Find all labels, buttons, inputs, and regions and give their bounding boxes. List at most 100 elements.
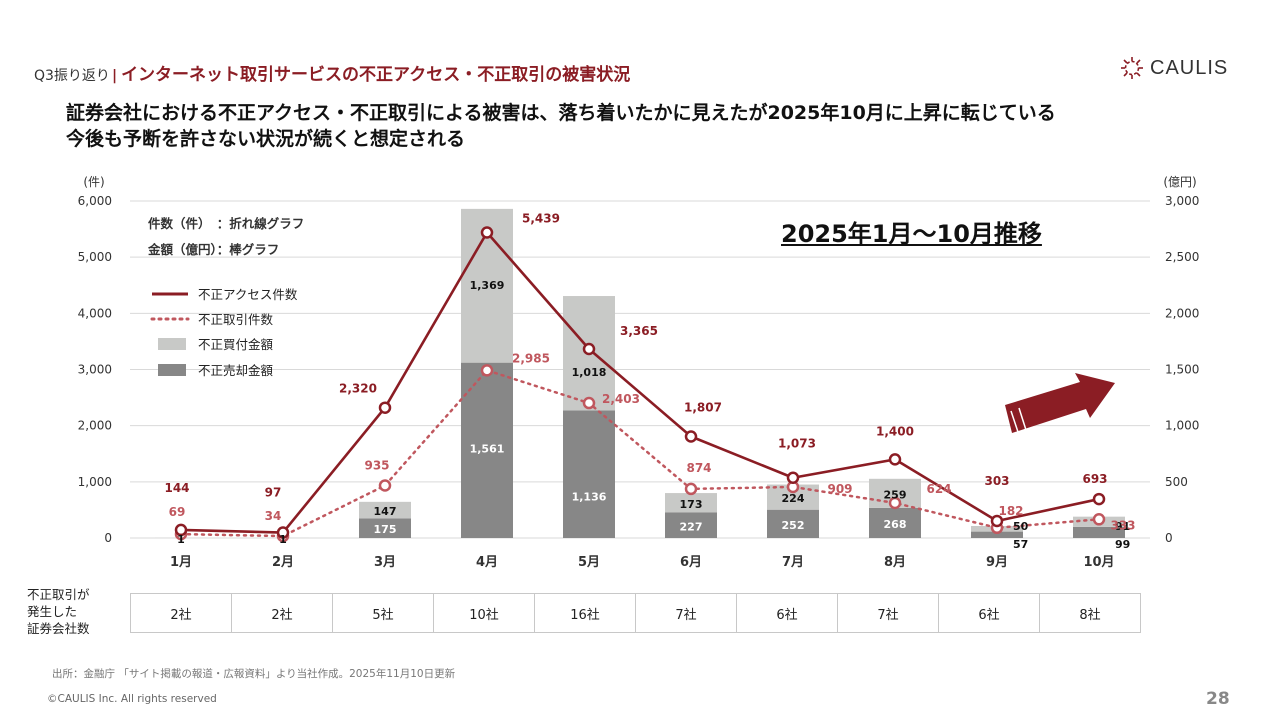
line-label-access: 303: [984, 474, 1009, 488]
line-label-trade: 909: [827, 482, 852, 496]
x-axis-category-label: 10月: [1083, 555, 1114, 570]
left-axis-tick-label: 5,000: [78, 250, 112, 264]
right-axis-tick-label: 1,500: [1165, 363, 1199, 377]
right-axis-tick-label: 3,000: [1165, 194, 1199, 208]
right-axis-tick-label: 500: [1165, 475, 1188, 489]
right-axis-tick-label: 2,500: [1165, 250, 1199, 264]
page-number: 28: [1206, 689, 1230, 709]
legend-label-buy: 不正買付金額: [198, 337, 274, 352]
table-cell: 10社: [433, 593, 535, 633]
bar-segment-sell: [971, 531, 1023, 538]
row-label-line: 発生した: [27, 604, 78, 619]
point-access: [786, 471, 800, 484]
right-axis-tick-label: 0: [1165, 531, 1173, 545]
point-access: [480, 226, 494, 239]
left-axis-tick-label: 0: [104, 531, 112, 545]
chart-gridlines: [130, 200, 1150, 539]
point-access: [990, 514, 1004, 528]
x-axis-category-label: 9月: [986, 555, 1008, 570]
bar-segment-sell: [665, 512, 717, 538]
table-cell: 7社: [635, 593, 737, 633]
bar-label-buy: 1: [279, 533, 287, 546]
point-access: [1092, 492, 1106, 506]
point-trade: [582, 396, 596, 410]
page-title: インターネット取引サービスの不正アクセス・不正取引の被害状況: [121, 65, 631, 85]
bar-label-sell: 1,136: [572, 490, 607, 503]
bar-label-sell: 175: [374, 523, 397, 536]
line-label-access: 1,073: [778, 437, 816, 451]
line-label-trade: 935: [364, 458, 389, 472]
line-label-access: 2,320: [339, 382, 377, 396]
left-axis-tick-label: 2,000: [78, 419, 112, 433]
chart-lines: [174, 226, 1106, 543]
bar-segment-sell: [869, 507, 921, 538]
bar-segment-sell: [563, 410, 615, 538]
bar-segment-buy: [359, 501, 411, 519]
line-label-trade: 624: [926, 482, 951, 496]
chart-bars: [155, 208, 1125, 538]
row-label-line: 証券会社数: [27, 621, 90, 636]
point-trade: [684, 482, 698, 496]
right-axis-tick-label: 1,000: [1165, 419, 1199, 433]
line-label-access: 693: [1082, 472, 1107, 486]
bar-segment-sell: [1073, 526, 1125, 538]
line-label-access: 3,365: [620, 324, 658, 338]
x-axis-category-label: 1月: [170, 555, 192, 570]
bar-label-buy: 259: [884, 488, 907, 501]
point-trade: [378, 479, 392, 492]
copyright: ©CAULIS Inc. All rights reserved: [47, 693, 217, 705]
company-logo: CAULIS: [1120, 56, 1228, 80]
series-line-trade: [179, 369, 1101, 538]
bar-label-sell: 227: [680, 520, 703, 533]
bar-label-buy: 1: [177, 533, 185, 546]
point-access: [888, 453, 902, 466]
x-axis-category-label: 5月: [578, 555, 600, 570]
legend-label-access: 不正アクセス件数: [198, 287, 298, 302]
point-access: [582, 342, 596, 356]
bar-label-buy: 91: [1115, 520, 1130, 533]
chart-legend: 件数（件） ：折れ線グラフ 金額（億円）：棒グラフ 不正アクセス件数 不正取引件…: [147, 216, 304, 378]
point-access: [378, 401, 392, 414]
section-label: Q3振り返り: [34, 68, 110, 84]
source-note: 出所：金融庁 「サイト掲載の報道・広報資料」より当社作成。2025年11月10日…: [52, 668, 456, 680]
line-label-trade: 874: [686, 461, 711, 475]
x-axis-category-label: 6月: [680, 555, 702, 570]
point-access: [684, 430, 698, 443]
point-trade: [1092, 513, 1106, 526]
logo-text: CAULIS: [1150, 56, 1229, 79]
left-axis-tick-label: 4,000: [78, 306, 112, 320]
bar-label-buy: 1,369: [470, 279, 505, 292]
section-header: Q3振り返り | インターネット取引サービスの不正アクセス・不正取引の被害状況: [34, 60, 630, 85]
line-label-trade: 333: [1110, 518, 1135, 532]
x-axis-category-label: 3月: [374, 555, 396, 570]
line-label-access: 5,439: [522, 212, 560, 226]
chart-labels: 1 1 147 175 1,369 1,561 1,018 1,136 173 227 224 252…: [164, 212, 1135, 551]
bar-label-sell: 57: [1013, 538, 1028, 551]
bar-label-sell: 1,561: [470, 443, 505, 456]
right-axis-unit: (億円): [1163, 175, 1196, 189]
table-cell: 6社: [938, 593, 1040, 633]
bar-segment-sell: [767, 509, 819, 538]
bar-label-sell: 268: [884, 518, 907, 531]
line-label-access: 1,807: [684, 401, 722, 415]
fraud-trend-chart: 1 1 147 175 1,369 1,561 1,018 1,136 173 227 224 252…: [78, 175, 1200, 570]
line-label-access: 1,400: [876, 424, 914, 438]
bar-label-buy: 224: [782, 492, 805, 505]
x-axis-category-label: 8月: [884, 555, 906, 570]
x-axis-category-label: 2月: [272, 555, 294, 570]
series-line-access: [180, 231, 1100, 534]
section-divider: |: [111, 68, 118, 84]
bar-segment-sell: [359, 518, 411, 538]
bar-label-buy: 147: [374, 505, 397, 518]
chart-axes: 0 1,000 2,000 3,000 4,000 5,000 6,000 0 500 1,000…: [78, 175, 1200, 570]
line-label-access: 144: [164, 481, 189, 495]
x-axis-category-label: 7月: [782, 555, 804, 570]
companies-table: 2社 2社 5社 10社 16社 7社 6社 7社 6社 8社: [130, 593, 1141, 633]
headline-line-2: 今後も予断を許さない状況が続くと想定される: [66, 128, 466, 150]
bar-label-buy: 50: [1013, 520, 1029, 533]
bar-segment-sell: [461, 362, 513, 538]
bar-label-buy: 1,018: [572, 366, 607, 379]
point-trade: [888, 496, 902, 510]
table-cell: 6社: [736, 593, 838, 633]
bar-label-sell: 99: [1115, 538, 1130, 551]
